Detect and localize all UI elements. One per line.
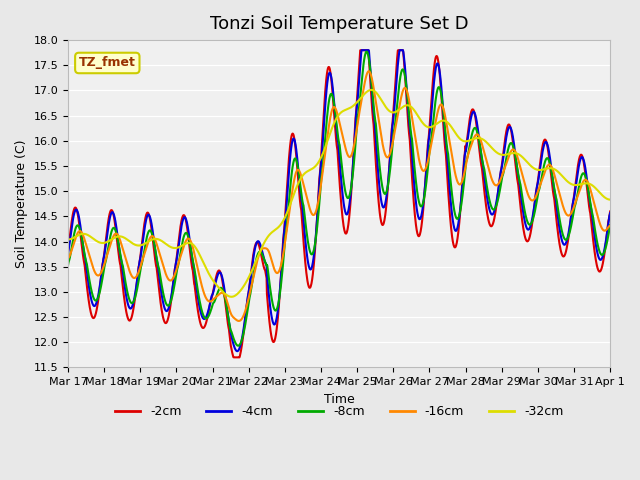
-4cm [606, 210, 614, 216]
-4cm [64, 251, 72, 256]
-32cm [606, 197, 614, 203]
-2cm [230, 354, 237, 360]
-2cm [356, 48, 364, 53]
Legend: -2cm, -4cm, -8cm, -16cm, -32cm: -2cm, -4cm, -8cm, -16cm, -32cm [110, 400, 568, 423]
-32cm [128, 240, 136, 246]
Line: -2cm: -2cm [68, 50, 610, 357]
X-axis label: Time: Time [324, 393, 355, 406]
-4cm [358, 48, 365, 53]
Line: -4cm: -4cm [68, 50, 610, 351]
-2cm [316, 176, 323, 181]
-2cm [64, 249, 72, 255]
Text: TZ_fmet: TZ_fmet [79, 57, 136, 70]
-32cm [228, 294, 236, 300]
-4cm [106, 215, 114, 220]
-32cm [106, 238, 114, 243]
-8cm [128, 300, 136, 306]
-8cm [64, 263, 72, 268]
-16cm [64, 255, 72, 261]
Line: -16cm: -16cm [68, 71, 610, 321]
-8cm [606, 222, 614, 228]
-16cm [106, 243, 114, 249]
Line: -32cm: -32cm [68, 90, 610, 297]
-16cm [606, 223, 614, 228]
-8cm [363, 49, 371, 55]
-4cm [316, 182, 323, 188]
-8cm [294, 168, 302, 173]
-8cm [234, 343, 242, 348]
-32cm [373, 91, 381, 97]
-16cm [316, 192, 323, 198]
Title: Tonzi Soil Temperature Set D: Tonzi Soil Temperature Set D [210, 15, 468, 33]
-4cm [294, 168, 302, 173]
-32cm [294, 180, 302, 186]
-2cm [106, 210, 114, 216]
-2cm [373, 181, 381, 187]
-4cm [234, 348, 241, 354]
-4cm [373, 157, 381, 163]
-16cm [235, 318, 243, 324]
-32cm [367, 87, 375, 93]
-8cm [106, 235, 114, 241]
-16cm [128, 274, 136, 279]
-16cm [373, 108, 381, 114]
-2cm [306, 285, 314, 291]
-2cm [294, 179, 302, 185]
-32cm [306, 167, 314, 173]
-2cm [128, 313, 136, 319]
-16cm [365, 68, 372, 74]
-8cm [373, 138, 381, 144]
-4cm [128, 304, 136, 310]
-16cm [294, 167, 302, 173]
-32cm [316, 158, 323, 164]
-2cm [606, 209, 614, 215]
-8cm [316, 200, 323, 206]
-32cm [64, 237, 72, 242]
Line: -8cm: -8cm [68, 52, 610, 346]
-4cm [306, 265, 314, 271]
-8cm [306, 247, 314, 253]
-16cm [306, 205, 314, 211]
Y-axis label: Soil Temperature (C): Soil Temperature (C) [15, 140, 28, 268]
